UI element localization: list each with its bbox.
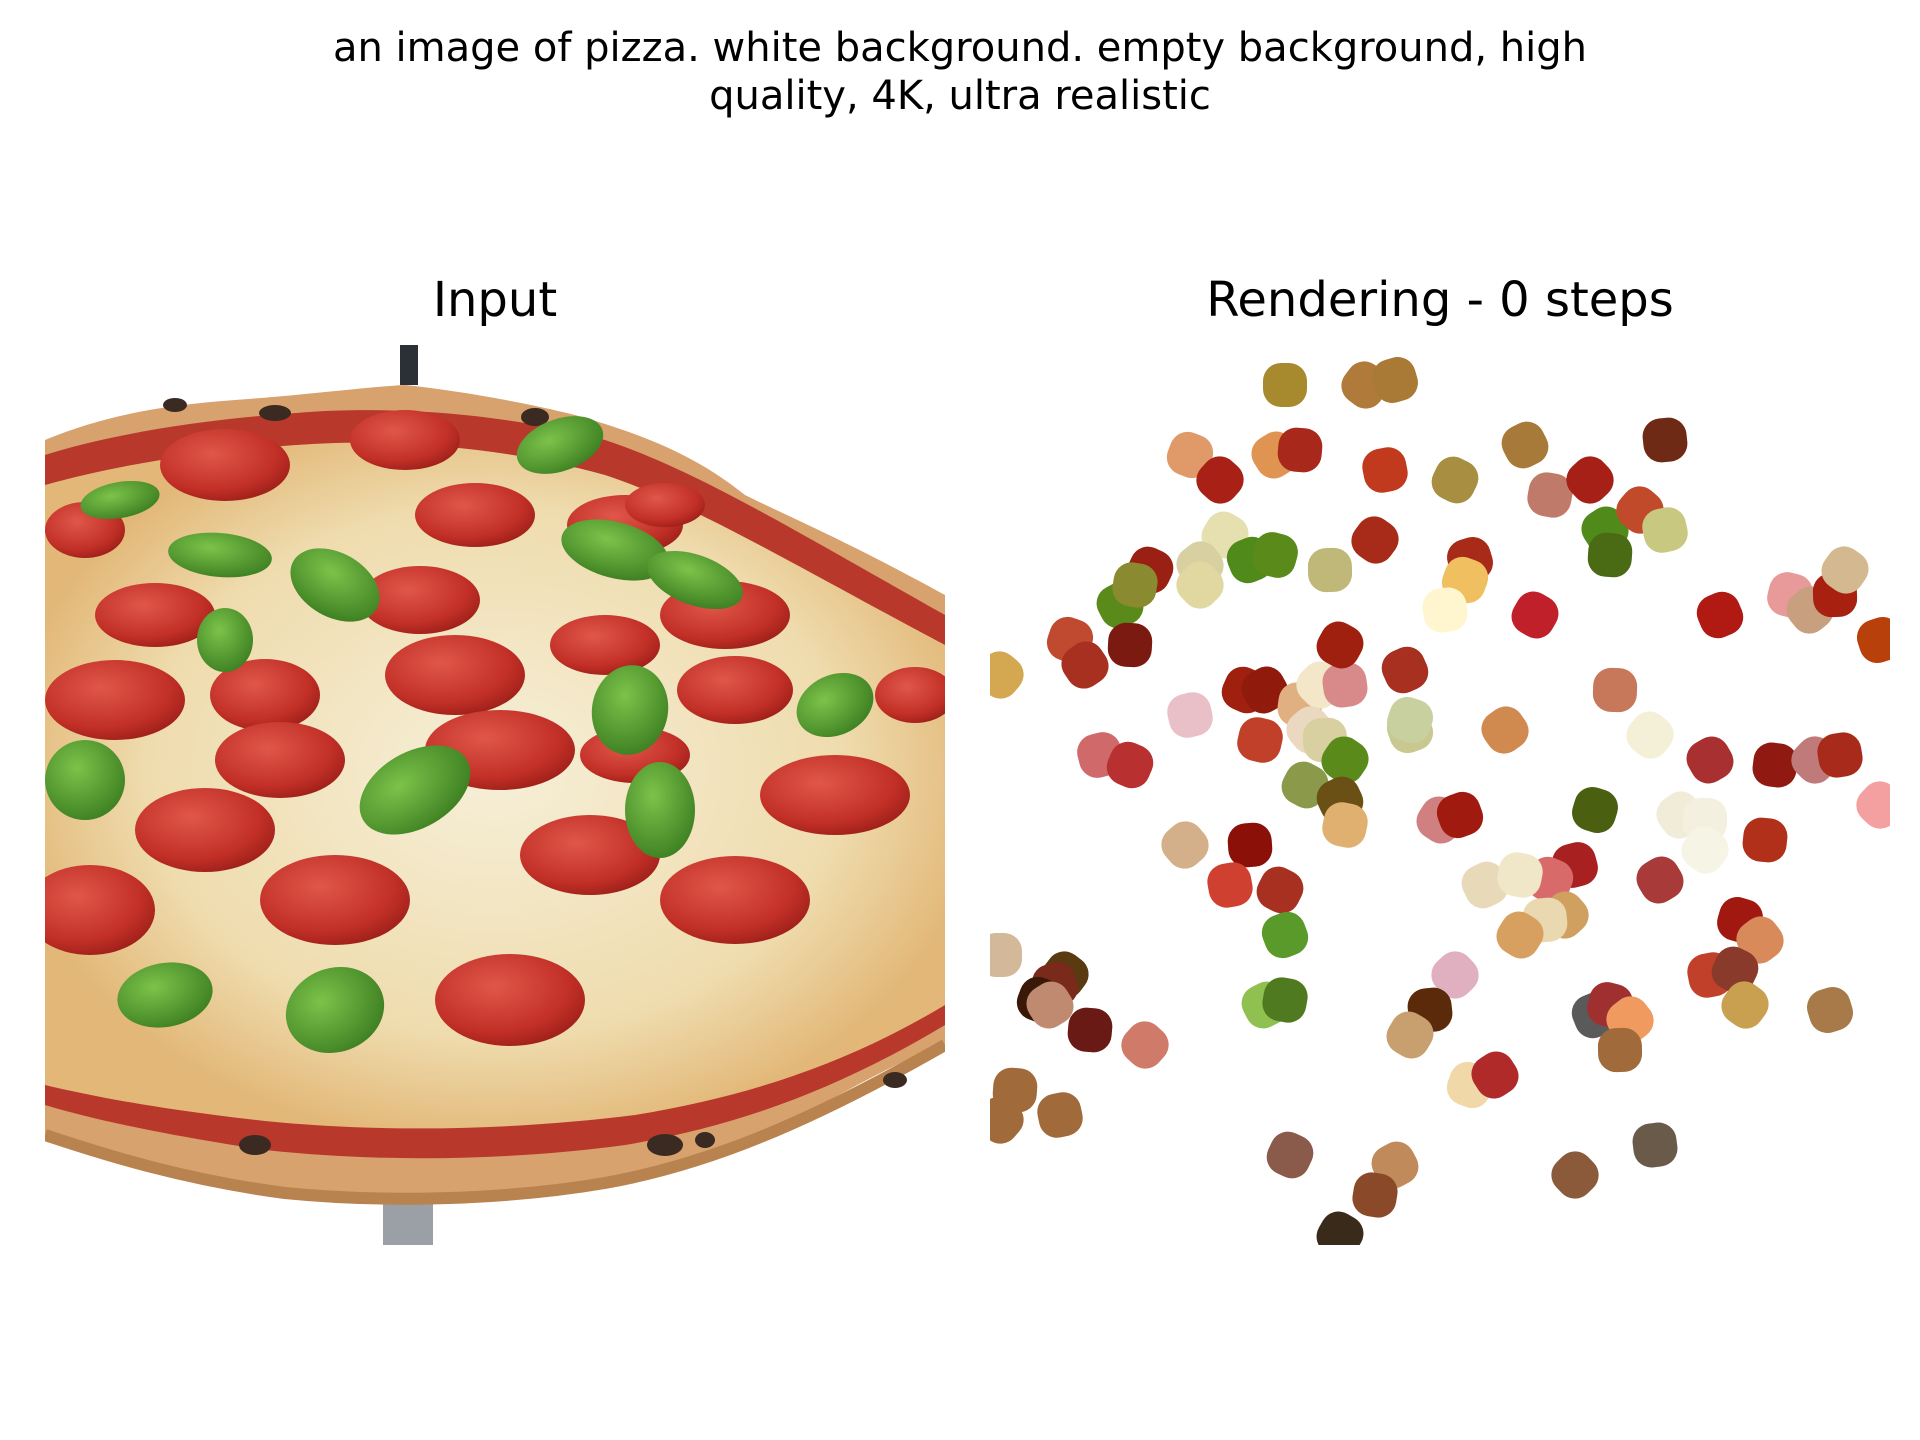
crust-rim bbox=[45, 1039, 945, 1205]
paint-blob bbox=[1497, 852, 1543, 898]
paint-blob bbox=[1196, 456, 1244, 504]
char-spots bbox=[163, 398, 907, 1156]
paint-blob bbox=[1281, 761, 1329, 809]
paint-blob bbox=[1263, 363, 1307, 407]
paint-blob bbox=[1626, 711, 1674, 759]
paint-blob bbox=[1266, 1131, 1314, 1179]
paint-blob bbox=[1107, 622, 1153, 668]
pizza-image bbox=[45, 345, 945, 1245]
blob-rendering-image bbox=[990, 357, 1890, 1245]
paint-blob bbox=[990, 651, 1024, 699]
paint-blob bbox=[1227, 822, 1273, 868]
paint-blob bbox=[1461, 861, 1509, 909]
paint-blob bbox=[1386, 696, 1434, 744]
paint-blob bbox=[1856, 616, 1890, 664]
paint-blob bbox=[1261, 911, 1309, 959]
paint-blob bbox=[1642, 417, 1688, 463]
paint-blob bbox=[1277, 427, 1323, 473]
paint-blob bbox=[1431, 951, 1479, 999]
paint-blob bbox=[1742, 817, 1788, 863]
paint-blob bbox=[1256, 866, 1304, 914]
paint-blob bbox=[1316, 1211, 1364, 1245]
paint-blob bbox=[1481, 706, 1529, 754]
paint-blob bbox=[1307, 547, 1353, 593]
paint-blob bbox=[1681, 826, 1729, 874]
rendering-image-panel bbox=[990, 345, 1890, 1245]
paint-blob bbox=[990, 933, 1022, 977]
paint-blob bbox=[1686, 736, 1734, 784]
paint-blob bbox=[1636, 856, 1684, 904]
paint-blob bbox=[1241, 666, 1289, 714]
paint-blob bbox=[1026, 981, 1074, 1029]
paint-blob bbox=[1067, 1007, 1113, 1053]
paint-blob bbox=[1856, 781, 1890, 829]
paint-blob bbox=[1252, 532, 1298, 578]
paint-blob bbox=[1597, 1027, 1643, 1073]
suptitle-line-1: an image of pizza. white background. emp… bbox=[332, 25, 1588, 71]
paint-blob bbox=[1262, 977, 1308, 1023]
paint-blob bbox=[1372, 357, 1418, 403]
paint-blob bbox=[1237, 717, 1283, 763]
paint-blob bbox=[1817, 732, 1863, 778]
paint-blob bbox=[1566, 456, 1614, 504]
paint-blob bbox=[1527, 472, 1573, 518]
paint-blob bbox=[1322, 662, 1368, 708]
paint-blob bbox=[1167, 692, 1213, 738]
paint-blob bbox=[1321, 736, 1369, 784]
paint-blob bbox=[1572, 787, 1618, 833]
paint-blob bbox=[1587, 532, 1633, 578]
paint-blob bbox=[1362, 447, 1408, 493]
paint-blob bbox=[1501, 421, 1549, 469]
paint-blob bbox=[1207, 862, 1253, 908]
paint-blob bbox=[1551, 1151, 1599, 1199]
paint-blob bbox=[1352, 1172, 1398, 1218]
suptitle-line-2: quality, 4K, ultra realistic bbox=[709, 73, 1211, 119]
input-panel-title: Input bbox=[432, 272, 558, 328]
paint-blob bbox=[1037, 1092, 1083, 1138]
paint-blob bbox=[1721, 981, 1769, 1029]
paint-blob bbox=[1161, 821, 1209, 869]
paint-blob bbox=[1821, 546, 1869, 594]
paint-blob bbox=[1112, 562, 1158, 608]
paint-blob bbox=[1121, 1021, 1169, 1069]
paint-blob bbox=[1381, 646, 1429, 694]
paint-blob bbox=[1511, 591, 1559, 639]
paint-blob bbox=[1316, 621, 1364, 669]
paint-blob bbox=[1351, 516, 1399, 564]
paint-blob bbox=[1106, 741, 1154, 789]
paint-blob bbox=[990, 1096, 1024, 1144]
stand-top bbox=[400, 345, 418, 385]
paint-blob bbox=[1807, 987, 1853, 1033]
figure-suptitle: an image of pizza. white background. emp… bbox=[0, 24, 1920, 120]
paint-blob bbox=[1632, 1122, 1678, 1168]
paint-blob bbox=[1592, 667, 1638, 713]
basil-leaves bbox=[45, 416, 874, 1054]
paint-blob bbox=[1436, 791, 1484, 839]
input-image-panel bbox=[45, 345, 945, 1245]
paint-blob bbox=[1696, 591, 1744, 639]
paint-blob bbox=[1642, 507, 1688, 553]
paint-blob bbox=[1166, 431, 1214, 479]
paint-blob bbox=[1736, 916, 1784, 964]
paint-blob bbox=[1431, 456, 1479, 504]
paint-blob bbox=[1061, 641, 1109, 689]
paint-blob bbox=[1496, 911, 1544, 959]
paint-blob bbox=[1752, 742, 1798, 788]
paint-blob bbox=[1176, 561, 1224, 609]
pepperoni-slices bbox=[45, 410, 945, 1046]
paint-blob bbox=[1471, 1051, 1519, 1099]
paint-blob bbox=[1386, 1011, 1434, 1059]
paint-blob bbox=[1322, 802, 1368, 848]
blob-layer bbox=[990, 357, 1890, 1245]
paint-blob bbox=[1422, 587, 1468, 633]
rendering-panel-title: Rendering - 0 steps bbox=[1206, 272, 1674, 328]
